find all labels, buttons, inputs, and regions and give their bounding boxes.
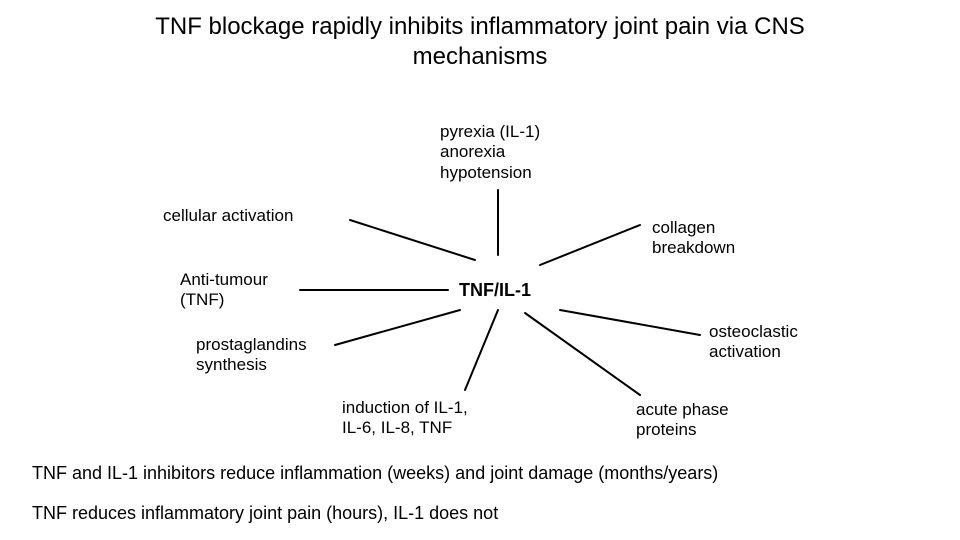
slide-stage: TNF blockage rapidly inhibits inflammato…	[0, 0, 960, 540]
label-lower-left: prostaglandins synthesis	[196, 335, 307, 376]
label-upper-left: cellular activation	[163, 206, 293, 226]
slide-title: TNF blockage rapidly inhibits inflammato…	[0, 12, 960, 72]
label-left: Anti-tumour (TNF)	[180, 270, 268, 311]
label-top: pyrexia (IL-1) anorexia hypotension	[440, 122, 540, 183]
label-bottom: induction of IL-1, IL-6, IL-8, TNF	[342, 398, 468, 439]
diagram-spokes	[0, 0, 960, 540]
footer-line-1: TNF and IL-1 inhibitors reduce inflammat…	[32, 462, 718, 485]
label-right: osteoclastic activation	[709, 322, 798, 363]
diagram-center-label: TNF/IL-1	[459, 280, 531, 302]
footer-line-2: TNF reduces inflammatory joint pain (hou…	[32, 502, 498, 525]
label-upper-right: collagen breakdown	[652, 218, 735, 259]
label-lower-right: acute phase proteins	[636, 400, 729, 441]
